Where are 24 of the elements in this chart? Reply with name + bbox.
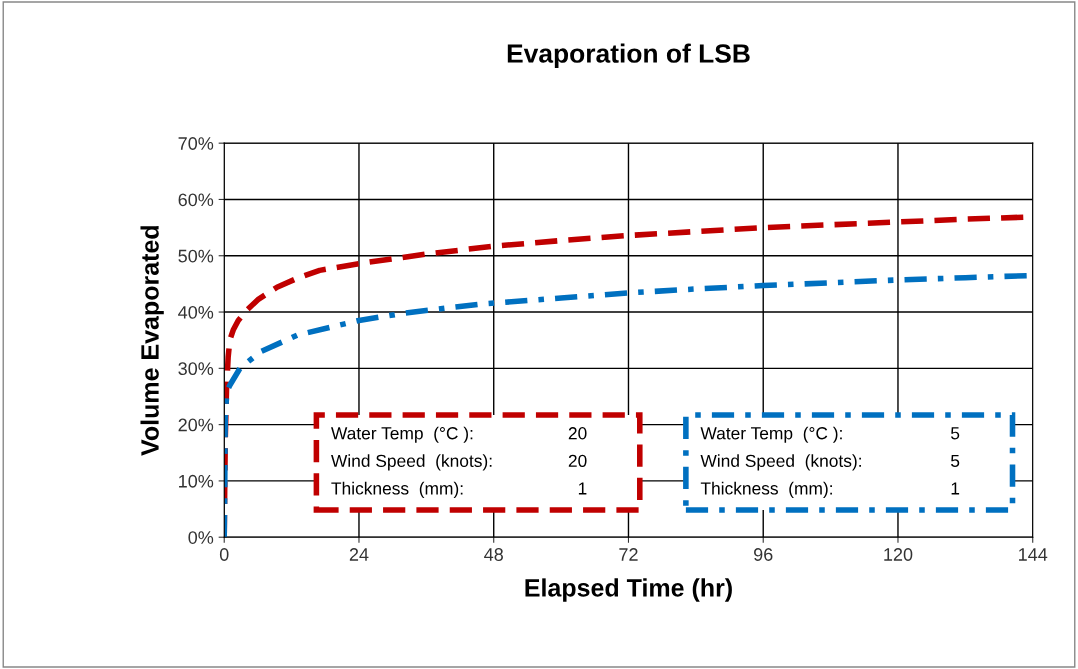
- x-axis-title: Elapsed Time (hr): [525, 578, 732, 602]
- y-tick-label: 40%: [178, 305, 214, 319]
- chart-title: Evaporation of LSB: [507, 43, 750, 69]
- text: Water Temp (°C ): 5: [700, 426, 960, 443]
- y-tick-label: 30%: [178, 362, 214, 376]
- text: Water Temp (°C ): 20: [331, 426, 587, 443]
- y-tick-label: 50%: [178, 249, 214, 263]
- y-tick-label: 0%: [188, 531, 214, 544]
- text: Thickness (mm): 1: [331, 481, 587, 499]
- x-tick-label: 120: [884, 548, 913, 561]
- x-tick-label: 144: [1019, 548, 1048, 561]
- y-tick-label: 20%: [178, 418, 214, 432]
- x-tick-label: 0: [219, 548, 229, 561]
- y-axis-title: Volume Evaporated: [140, 226, 164, 456]
- x-tick-label: 96: [754, 548, 773, 561]
- y-tick-label: 60%: [178, 193, 214, 207]
- text: Thickness (mm): 1: [700, 481, 960, 499]
- y-tick-label: 70%: [178, 137, 214, 150]
- x-tick-label: 24: [349, 548, 369, 561]
- x-tick-label: 72: [619, 548, 638, 561]
- text: Wind Speed (knots): 5: [700, 454, 960, 471]
- y-tick-label: 10%: [179, 474, 214, 488]
- text: Wind Speed (knots): 20: [331, 454, 587, 471]
- x-tick-label: 48: [484, 548, 503, 561]
